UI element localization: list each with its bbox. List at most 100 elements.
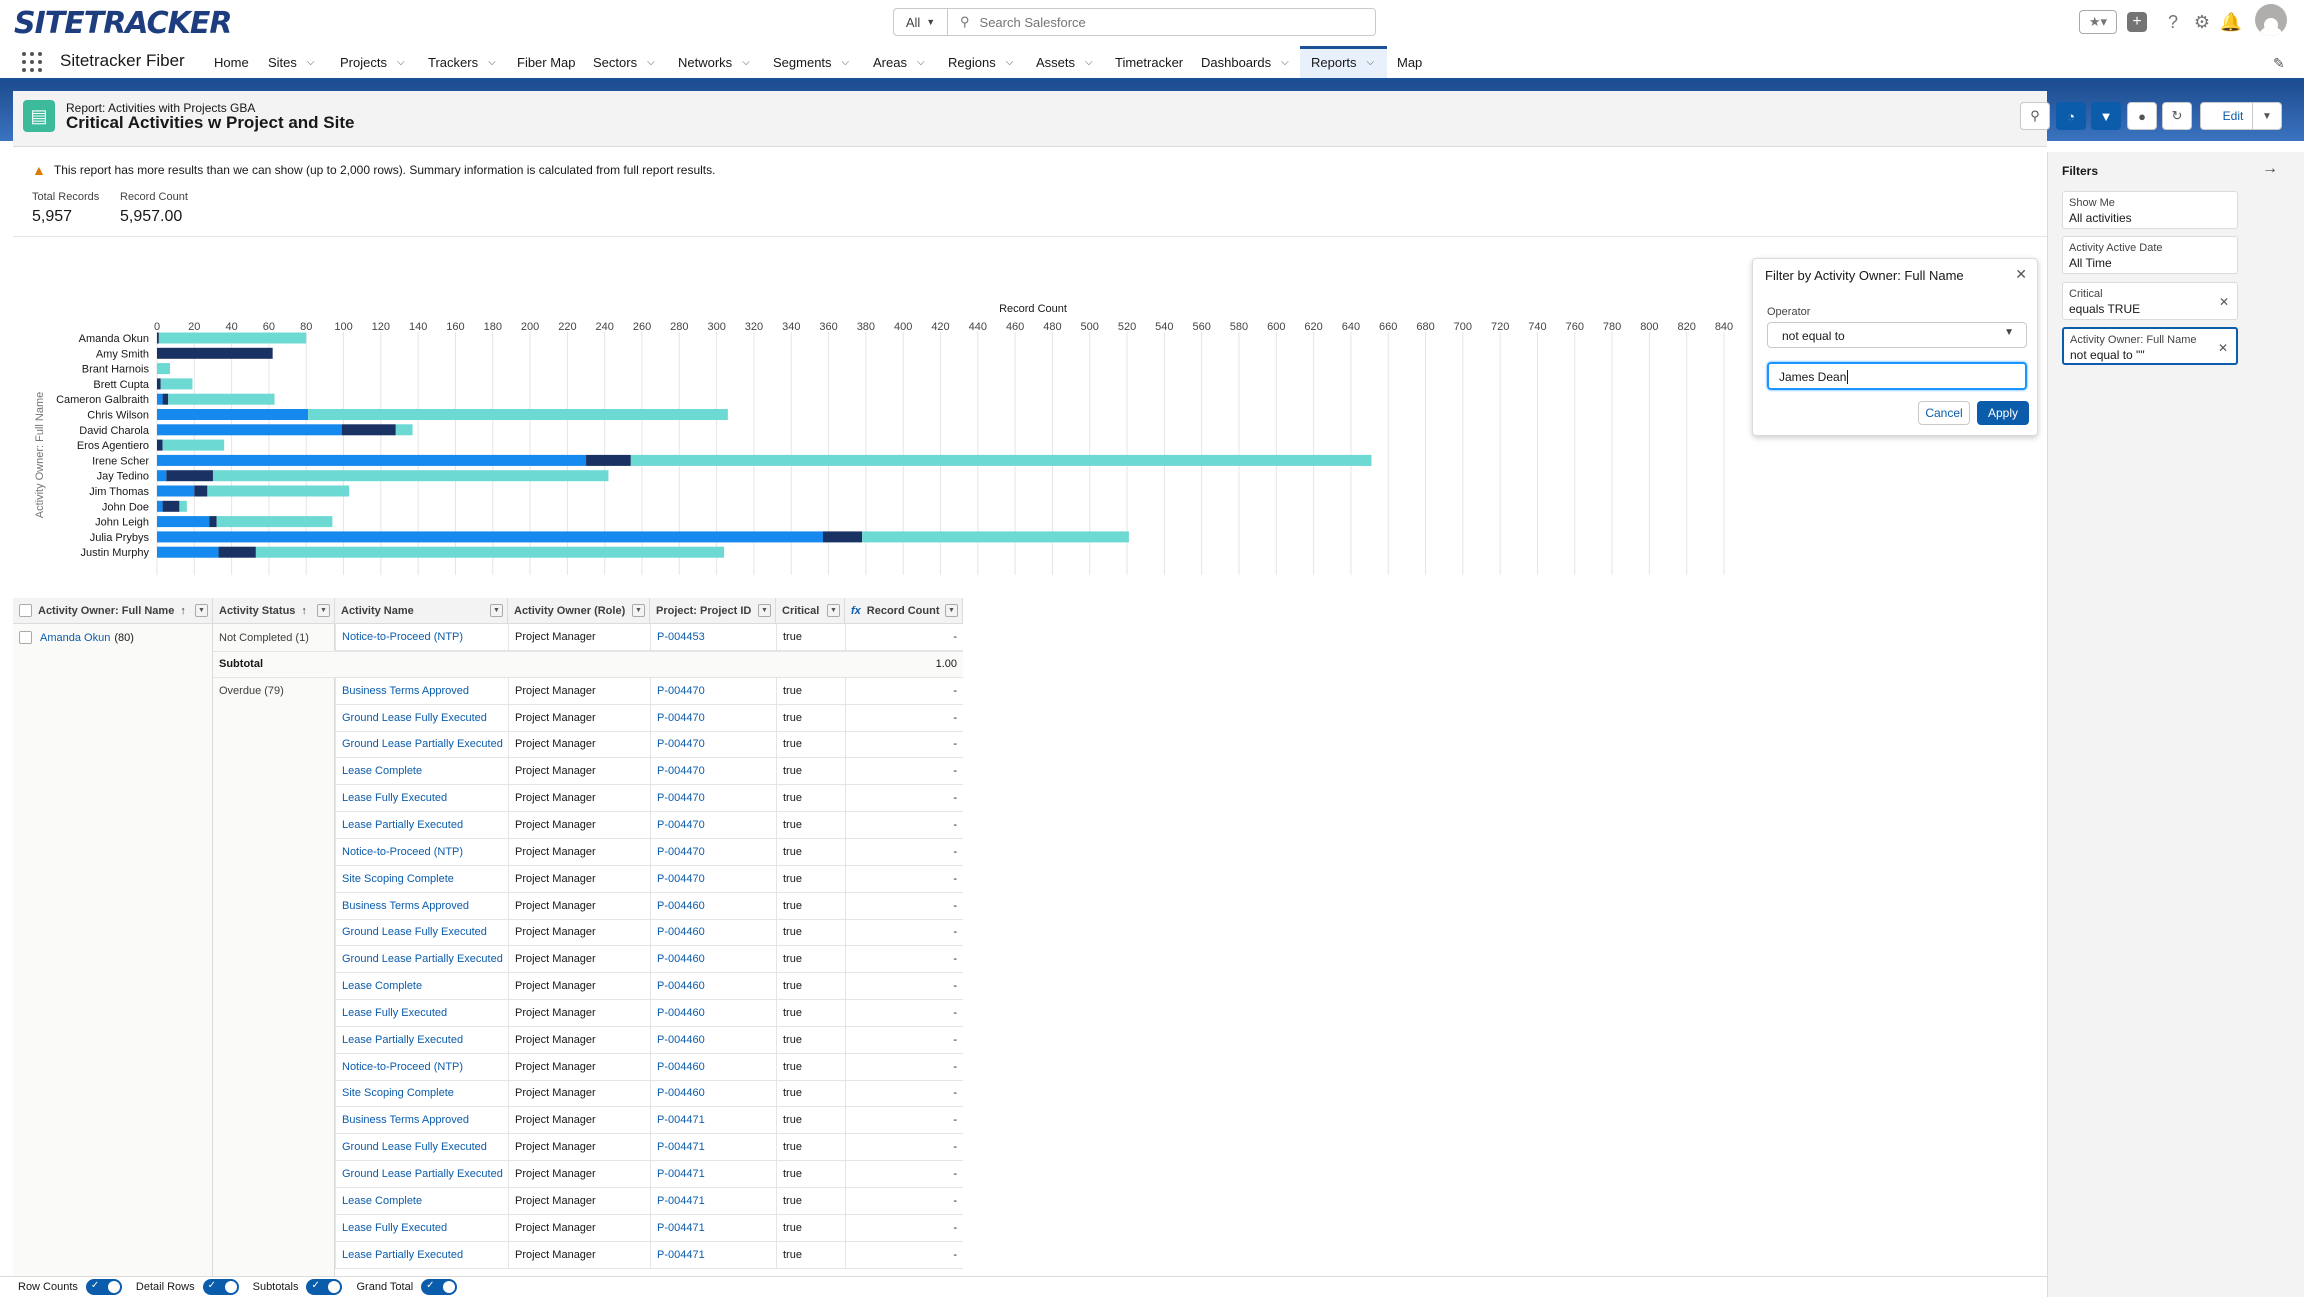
- chart-toggle-button[interactable]: ◔: [2056, 102, 2086, 130]
- owner-link[interactable]: Amanda Okun: [40, 631, 111, 644]
- project-id-link[interactable]: P-004470: [650, 677, 776, 705]
- chevron-down-icon[interactable]: ⌵: [1281, 56, 1289, 68]
- activity-name-link[interactable]: Notice-to-Proceed (NTP): [335, 624, 508, 651]
- nav-tab-trackers[interactable]: Trackers ⌵: [428, 46, 496, 78]
- nav-tab-sectors[interactable]: Sectors ⌵: [593, 46, 655, 78]
- nav-tab-projects[interactable]: Projects ⌵: [340, 46, 405, 78]
- column-header-record-count[interactable]: fx Record Count ▼: [845, 598, 963, 624]
- nav-tab-reports[interactable]: Reports ⌵: [1311, 46, 1374, 78]
- project-id-link[interactable]: P-004460: [650, 973, 776, 1001]
- detail-rows-toggle[interactable]: [202, 1279, 239, 1295]
- nav-tab-regions[interactable]: Regions ⌵: [948, 46, 1013, 78]
- project-id-link[interactable]: P-004460: [650, 919, 776, 947]
- edit-nav-pencil-icon[interactable]: ✎: [2273, 55, 2285, 71]
- column-menu-icon[interactable]: ▼: [632, 604, 645, 617]
- nav-tab-home[interactable]: Home: [214, 46, 249, 78]
- column-menu-icon[interactable]: ▼: [827, 604, 840, 617]
- activity-name-link[interactable]: Lease Partially Executed: [335, 1026, 508, 1054]
- operator-select[interactable]: not equal to ▼: [1767, 322, 2027, 348]
- project-id-link[interactable]: P-004470: [650, 838, 776, 866]
- activity-name-link[interactable]: Ground Lease Partially Executed: [335, 731, 508, 759]
- filter-card[interactable]: Critical equals TRUE ✕: [2062, 282, 2238, 320]
- chevron-down-icon[interactable]: ⌵: [488, 56, 496, 68]
- column-menu-icon[interactable]: ▼: [490, 604, 503, 617]
- nav-tab-dashboards[interactable]: Dashboards ⌵: [1201, 46, 1289, 78]
- user-avatar[interactable]: [2255, 4, 2287, 36]
- activity-name-link[interactable]: Ground Lease Fully Executed: [335, 1134, 508, 1162]
- project-id-link[interactable]: P-004470: [650, 785, 776, 813]
- favorites-icon[interactable]: ★▾: [2079, 10, 2117, 34]
- cancel-button[interactable]: Cancel: [1918, 401, 1970, 425]
- chevron-down-icon[interactable]: ⌵: [742, 56, 750, 68]
- chevron-down-icon[interactable]: ⌵: [1366, 56, 1375, 68]
- help-icon[interactable]: ?: [2167, 11, 2178, 32]
- column-menu-icon[interactable]: ▼: [195, 604, 208, 617]
- more-actions-button[interactable]: ▼: [2252, 102, 2282, 130]
- remove-filter-icon[interactable]: ✕: [2217, 341, 2228, 355]
- activity-name-link[interactable]: Ground Lease Fully Executed: [335, 919, 508, 947]
- row-checkbox[interactable]: [19, 631, 32, 644]
- filter-card[interactable]: Activity Owner: Full Name not equal to ""…: [2062, 327, 2238, 365]
- column-header-role[interactable]: Activity Owner (Role) ▼: [508, 598, 650, 624]
- column-header-status[interactable]: Activity Status ↑ ▼: [213, 598, 335, 624]
- activity-name-link[interactable]: Site Scoping Complete: [335, 865, 508, 893]
- activity-name-link[interactable]: Ground Lease Partially Executed: [335, 946, 508, 974]
- chevron-down-icon[interactable]: ⌵: [306, 56, 315, 68]
- column-header-project-id[interactable]: Project: Project ID ▼: [650, 598, 776, 624]
- activity-name-link[interactable]: Lease Partially Executed: [335, 811, 508, 839]
- activity-name-link[interactable]: Business Terms Approved: [335, 677, 508, 705]
- chevron-down-icon[interactable]: ⌵: [916, 56, 925, 68]
- activity-name-link[interactable]: Lease Fully Executed: [335, 999, 508, 1027]
- project-id-link[interactable]: P-004471: [650, 1214, 776, 1242]
- column-header-critical[interactable]: Critical ▼: [776, 598, 845, 624]
- activity-name-link[interactable]: Lease Complete: [335, 758, 508, 786]
- remove-filter-icon[interactable]: ✕: [2218, 295, 2229, 309]
- project-id-link[interactable]: P-004460: [650, 946, 776, 974]
- project-id-link[interactable]: P-004471: [650, 1134, 776, 1162]
- activity-name-link[interactable]: Lease Fully Executed: [335, 1214, 508, 1242]
- activity-name-link[interactable]: Site Scoping Complete: [335, 1080, 508, 1108]
- nav-tab-assets[interactable]: Assets ⌵: [1036, 46, 1093, 78]
- filter-card[interactable]: Activity Active Date All Time: [2062, 236, 2238, 274]
- notifications-bell-icon[interactable]: 🔔: [2219, 11, 2243, 32]
- filter-card[interactable]: Show Me All activities: [2062, 191, 2238, 229]
- chevron-down-icon[interactable]: ⌵: [1005, 56, 1014, 68]
- chevron-down-icon[interactable]: ⌵: [1085, 56, 1093, 68]
- filter-toggle-button[interactable]: ▼: [2091, 102, 2121, 130]
- subtotals-toggle[interactable]: [306, 1279, 343, 1295]
- project-id-link[interactable]: P-004460: [650, 1080, 776, 1108]
- nav-tab-fiber-map[interactable]: Fiber Map: [517, 46, 576, 78]
- refresh-button[interactable]: ↻: [2162, 102, 2192, 130]
- chevron-down-icon[interactable]: ⌵: [841, 56, 850, 68]
- sort-ascending-icon[interactable]: ↑: [180, 604, 186, 617]
- nav-tab-networks[interactable]: Networks ⌵: [678, 46, 750, 78]
- nav-tab-sites[interactable]: Sites ⌵: [268, 46, 315, 78]
- row-counts-toggle[interactable]: [85, 1279, 122, 1295]
- activity-name-link[interactable]: Business Terms Approved: [335, 1107, 508, 1135]
- project-id-link[interactable]: P-004470: [650, 865, 776, 893]
- nav-tab-segments[interactable]: Segments ⌵: [773, 46, 849, 78]
- search-report-button[interactable]: ⚲: [2020, 102, 2050, 130]
- activity-name-link[interactable]: Notice-to-Proceed (NTP): [335, 1053, 508, 1081]
- activity-name-link[interactable]: Notice-to-Proceed (NTP): [335, 838, 508, 866]
- search-input[interactable]: [979, 14, 1360, 30]
- chevron-down-icon[interactable]: ⌵: [396, 56, 405, 68]
- activity-name-link[interactable]: Lease Complete: [335, 1187, 508, 1215]
- grand-total-toggle[interactable]: [421, 1279, 458, 1295]
- activity-name-link[interactable]: Lease Fully Executed: [335, 785, 508, 813]
- close-icon[interactable]: ✕: [2015, 266, 2027, 282]
- app-launcher-icon[interactable]: [22, 52, 42, 72]
- chevron-down-icon[interactable]: ⌵: [647, 56, 655, 68]
- collapse-arrow-icon[interactable]: →: [2262, 160, 2278, 177]
- nav-tab-map[interactable]: Map: [1397, 46, 1422, 78]
- project-id-link[interactable]: P-004471: [650, 1161, 776, 1188]
- select-all-checkbox[interactable]: [19, 604, 32, 617]
- column-menu-icon[interactable]: ▼: [945, 604, 958, 617]
- nav-tab-timetracker[interactable]: Timetracker: [1115, 46, 1183, 78]
- setup-gear-icon[interactable]: ⚙: [2193, 11, 2211, 32]
- project-id-link[interactable]: P-004470: [650, 731, 776, 759]
- column-header-owner[interactable]: Activity Owner: Full Name ↑ ▼: [13, 598, 213, 624]
- project-id-link[interactable]: P-004470: [650, 704, 776, 732]
- activity-name-link[interactable]: Lease Complete: [335, 973, 508, 1001]
- subscribe-button[interactable]: ●: [2127, 102, 2157, 130]
